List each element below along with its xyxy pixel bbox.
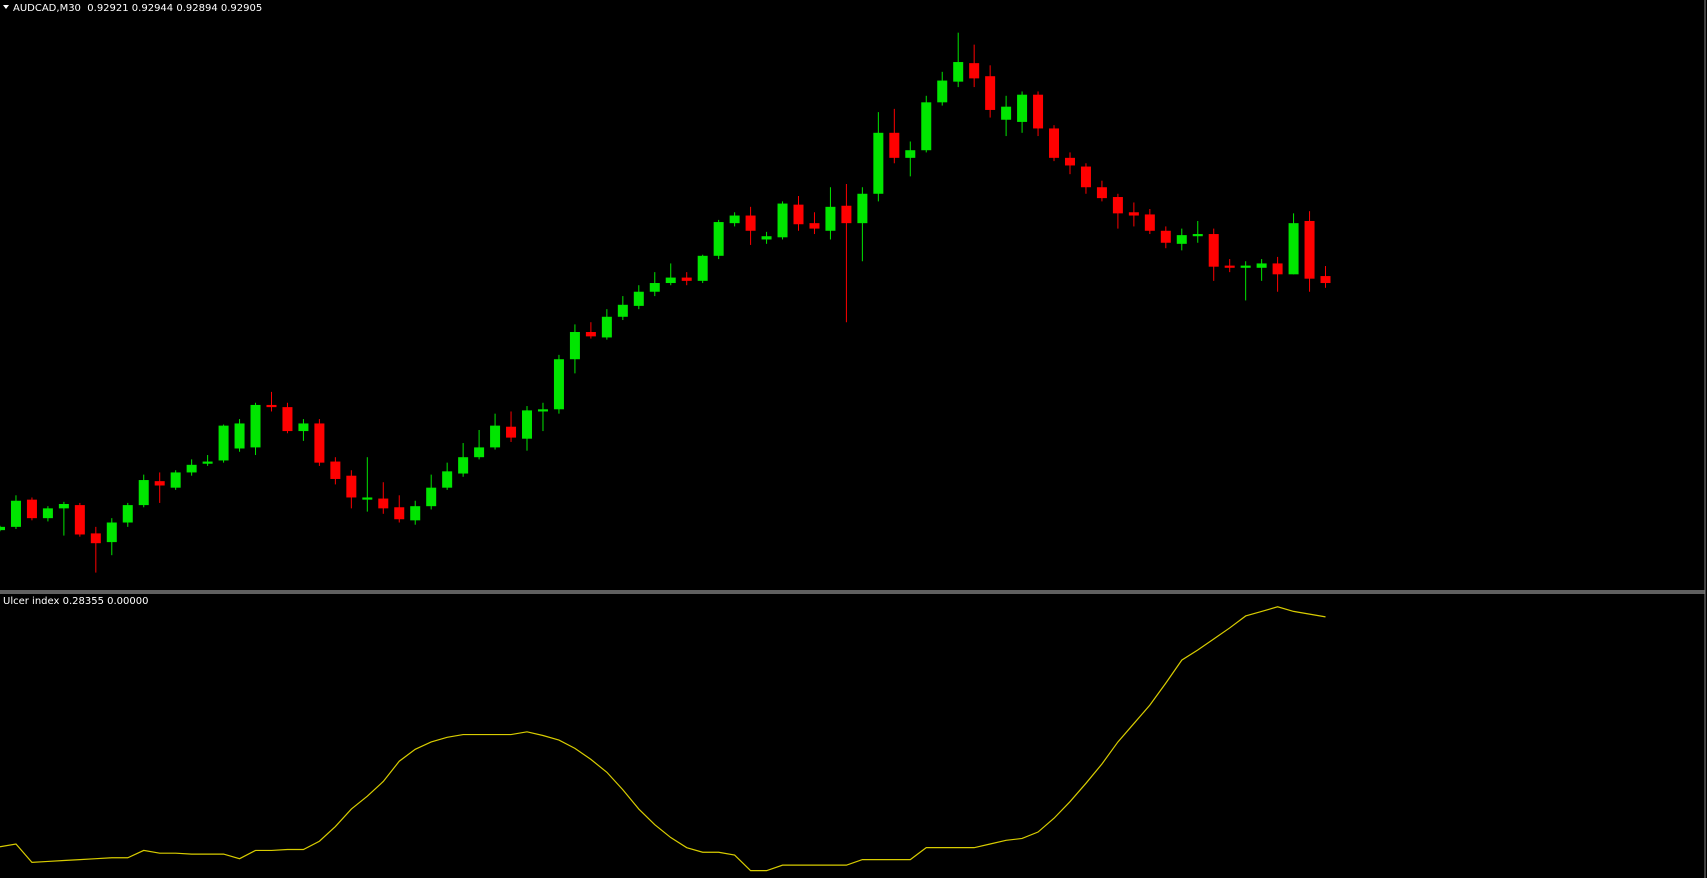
candle-body [426, 487, 437, 507]
candle-body [921, 102, 932, 151]
indicator-line [0, 606, 1326, 872]
candle-body [522, 410, 533, 439]
candle-body [250, 404, 261, 448]
candle-body [1064, 157, 1075, 166]
candle-body [10, 500, 21, 527]
candle-body [1240, 265, 1251, 268]
candle-body [873, 132, 884, 194]
candle-body [394, 507, 405, 520]
candle-body [713, 222, 724, 256]
candle-body [298, 423, 309, 432]
candle-body [106, 522, 117, 543]
candle-body [1080, 166, 1091, 188]
candle-body [633, 291, 644, 306]
candle-body [1288, 223, 1299, 275]
symbol-menu-arrow[interactable] [3, 5, 9, 9]
candle-body [314, 423, 325, 463]
candle-body [58, 504, 69, 509]
candle-body [745, 215, 756, 231]
candle-body [234, 423, 245, 449]
candle-body [601, 316, 612, 338]
candle-body [809, 223, 820, 229]
candle-body [1001, 106, 1012, 120]
candle-body [905, 150, 916, 158]
candle-body [729, 215, 740, 224]
candle-body [346, 475, 357, 498]
candle-body [985, 76, 996, 110]
candle-body [330, 461, 341, 479]
candle-body [1128, 212, 1139, 216]
candle-body [1304, 220, 1315, 279]
candle-body [553, 359, 564, 410]
candle-body [42, 508, 53, 519]
candle-body [1017, 94, 1028, 122]
candle-body [953, 62, 964, 82]
candle-body [537, 409, 548, 412]
candle-body [649, 283, 660, 292]
candle-body [825, 206, 836, 231]
candle-body [1096, 187, 1107, 199]
candle-body [170, 472, 181, 488]
candle-body [90, 533, 101, 544]
candle-body [442, 471, 453, 488]
candle-body [1176, 235, 1187, 244]
candle-body [761, 236, 772, 240]
candle-body [681, 277, 692, 281]
candle-body [585, 332, 596, 337]
candle-body [777, 203, 788, 238]
candle-body [138, 480, 149, 506]
candle-body [474, 447, 485, 458]
candle-body [889, 132, 900, 158]
candle-body [0, 526, 5, 531]
candle-body [1049, 128, 1060, 158]
candle-body [617, 304, 628, 317]
chart-title: AUDCAD,M30 0.92921 0.92944 0.92894 0.929… [13, 3, 262, 14]
candle-body [26, 499, 37, 519]
candle-body [1256, 263, 1267, 268]
candle-body [122, 505, 133, 523]
candle-body [282, 407, 293, 432]
candle-body [74, 505, 85, 535]
candle-body [410, 506, 421, 521]
candle-body [506, 426, 517, 438]
candle-body [266, 404, 277, 408]
candle-body [362, 497, 373, 500]
candle-body [1160, 230, 1171, 243]
candle-body [378, 498, 389, 509]
candle-body [458, 457, 469, 474]
candle-body [665, 277, 676, 284]
candle-body [1272, 263, 1283, 275]
candle-body [490, 425, 501, 448]
indicator-title: Ulcer index 0.28355 0.00000 [3, 596, 148, 607]
candle-body [218, 425, 229, 461]
candle-body [969, 63, 980, 79]
candle-body [1112, 197, 1123, 214]
candle-body [697, 255, 708, 281]
candle-body [202, 461, 213, 464]
candle-body [857, 193, 868, 224]
candle-body [841, 205, 852, 224]
candle-body [154, 481, 165, 486]
candle-body [937, 80, 948, 103]
candle-body [1320, 276, 1331, 284]
candle-body [793, 204, 804, 225]
candle-body [186, 464, 197, 473]
candle-body [1192, 234, 1203, 237]
candle-body [569, 332, 580, 360]
candle-body [1224, 265, 1235, 268]
candle-body [1033, 94, 1044, 129]
marks [0, 32, 1331, 872]
candle-body [1144, 214, 1155, 231]
candle-body [1208, 234, 1219, 267]
